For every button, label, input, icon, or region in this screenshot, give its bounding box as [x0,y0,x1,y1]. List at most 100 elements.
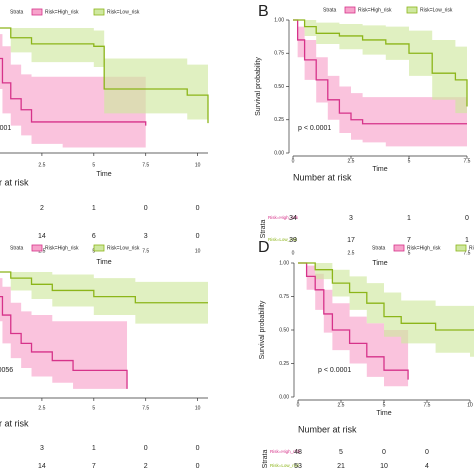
legend-title: Strata [10,9,24,15]
risk-x-axis-title: Time [96,259,111,266]
risk-count: 0 [196,463,200,470]
risk-count: 0 [196,233,200,240]
legend-title: Strata [10,245,24,251]
legend-swatch [93,244,105,252]
legend-swatch [455,244,467,252]
x-tick-label: 5 [408,158,411,164]
confidence-band [0,278,128,395]
risk-count: 0 [144,205,148,212]
risk-count: 21 [337,463,345,470]
legend-label: Risk=High_risk [407,245,441,251]
y-tick-label: 0.25 [274,117,284,123]
legend-swatch [31,8,43,16]
risk-table-ylabel: Strata [262,450,269,469]
risk-count: 1 [92,205,96,212]
x-tick-label: 2.5 [38,405,45,411]
confidence-band [298,263,474,357]
x-tick-label: 7.5 [142,405,149,411]
confidence-band [293,20,467,140]
x-tick-label: 7.5 [424,402,431,408]
x-tick-label: 7.5 [464,158,471,164]
risk-x-tick-label: 2.5 [348,250,355,256]
x-tick-label: 5 [383,402,386,408]
survival-curve [293,19,468,107]
y-axis-title: Survival probability [259,300,266,359]
risk-count: 0 [425,449,429,456]
risk-count: 10 [380,463,388,470]
risk-row-label: Risk=High_risk [270,449,301,454]
y-tick-label: 0.00 [279,394,289,400]
x-axis-title: Time [96,171,111,178]
x-tick-label: 0 [297,402,300,408]
risk-count: 1 [465,237,469,244]
legend-label: Risk=Low_risk [107,245,140,251]
x-tick-label: 5 [92,162,95,168]
survival-curve [0,27,209,124]
x-tick-label: 10 [195,162,201,168]
risk-count: 3 [349,215,353,222]
risk-count: 39 [289,237,297,244]
survival-curve [0,271,208,304]
y-tick-label: 0.75 [274,51,284,57]
p-value: p = 0.00056 [0,367,13,374]
legend-label: Risk=Low_risk [107,9,140,15]
risk-table-ylabel: Strata [260,220,267,239]
survival-curve [293,19,467,125]
risk-count: 3 [40,445,44,452]
risk-count: 2 [144,463,148,470]
risk-count: 0 [465,215,469,222]
risk-row-label: Risk=Low_risk [268,237,298,242]
y-tick-label: 0.50 [274,84,284,90]
risk-count: 0 [196,445,200,452]
confidence-band [0,34,146,150]
risk-count: 6 [92,233,96,240]
risk-count: 34 [289,215,297,222]
legend-swatch [406,6,418,14]
legend-title: Strata [323,7,337,13]
legend-swatch [93,8,105,16]
x-tick-label: 10 [195,405,201,411]
legend-label: Risk=High_risk [45,245,79,251]
risk-table-title: Number at risk [293,172,352,182]
legend-label: Risk=Low_risk [420,7,453,13]
risk-count: 0 [144,445,148,452]
risk-count: 14 [38,463,46,470]
panel-letter: D [258,239,270,256]
risk-x-tick-label: 10 [195,248,201,254]
confidence-band [293,20,467,147]
y-tick-label: 1.00 [279,260,289,266]
risk-x-tick-label: 5 [408,250,411,256]
survival-curve [0,295,128,389]
panel-letter: B [258,3,269,20]
risk-row-label: Risk=Low_risk [270,463,300,468]
risk-count: 1 [92,445,96,452]
risk-table-title: Number at risk [0,418,29,428]
legend-swatch [393,244,405,252]
x-tick-label: 10 [467,402,473,408]
legend-label: Risk=Low_risk [469,245,474,251]
legend-swatch [344,6,356,14]
x-tick-label: 2.5 [338,402,345,408]
x-tick-label: 2.5 [38,162,45,168]
risk-table-title: Number at risk [0,177,29,187]
risk-count: 48 [294,449,302,456]
x-tick-label: 2.5 [348,158,355,164]
risk-count: 2 [40,205,44,212]
risk-count: 7 [407,237,411,244]
x-axis-title: Time [376,410,391,417]
risk-x-tick-label: 7.5 [142,248,149,254]
risk-row-label: Risk=High_risk [268,215,299,220]
p-value: p < 0.0001 [298,125,331,132]
risk-count: 0 [382,449,386,456]
x-tick-label: 7.5 [142,162,149,168]
risk-count: 1 [407,215,411,222]
risk-table-title: Number at risk [298,424,357,434]
survival-curve [0,57,147,126]
survival-curve [298,262,474,331]
risk-x-axis-title: Time [372,260,387,267]
y-tick-label: 0.25 [279,361,289,367]
risk-count: 53 [294,463,302,470]
legend-label: Risk=High_risk [45,9,79,15]
x-tick-label: 5 [92,405,95,411]
